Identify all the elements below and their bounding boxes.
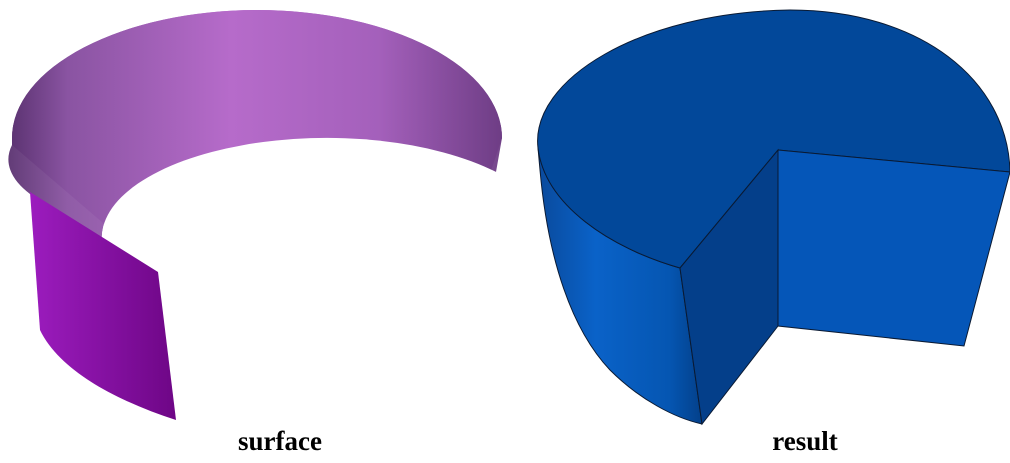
surface-caption: surface xyxy=(238,426,322,456)
surface-opening xyxy=(101,137,496,340)
result-caption: result xyxy=(772,426,838,456)
surface-rim-band xyxy=(8,10,502,242)
result-cut-face xyxy=(777,149,1010,347)
result-top-face xyxy=(537,9,1010,269)
surface-front-wall xyxy=(30,192,176,420)
result-model xyxy=(537,9,1010,426)
surface-model xyxy=(8,10,502,420)
